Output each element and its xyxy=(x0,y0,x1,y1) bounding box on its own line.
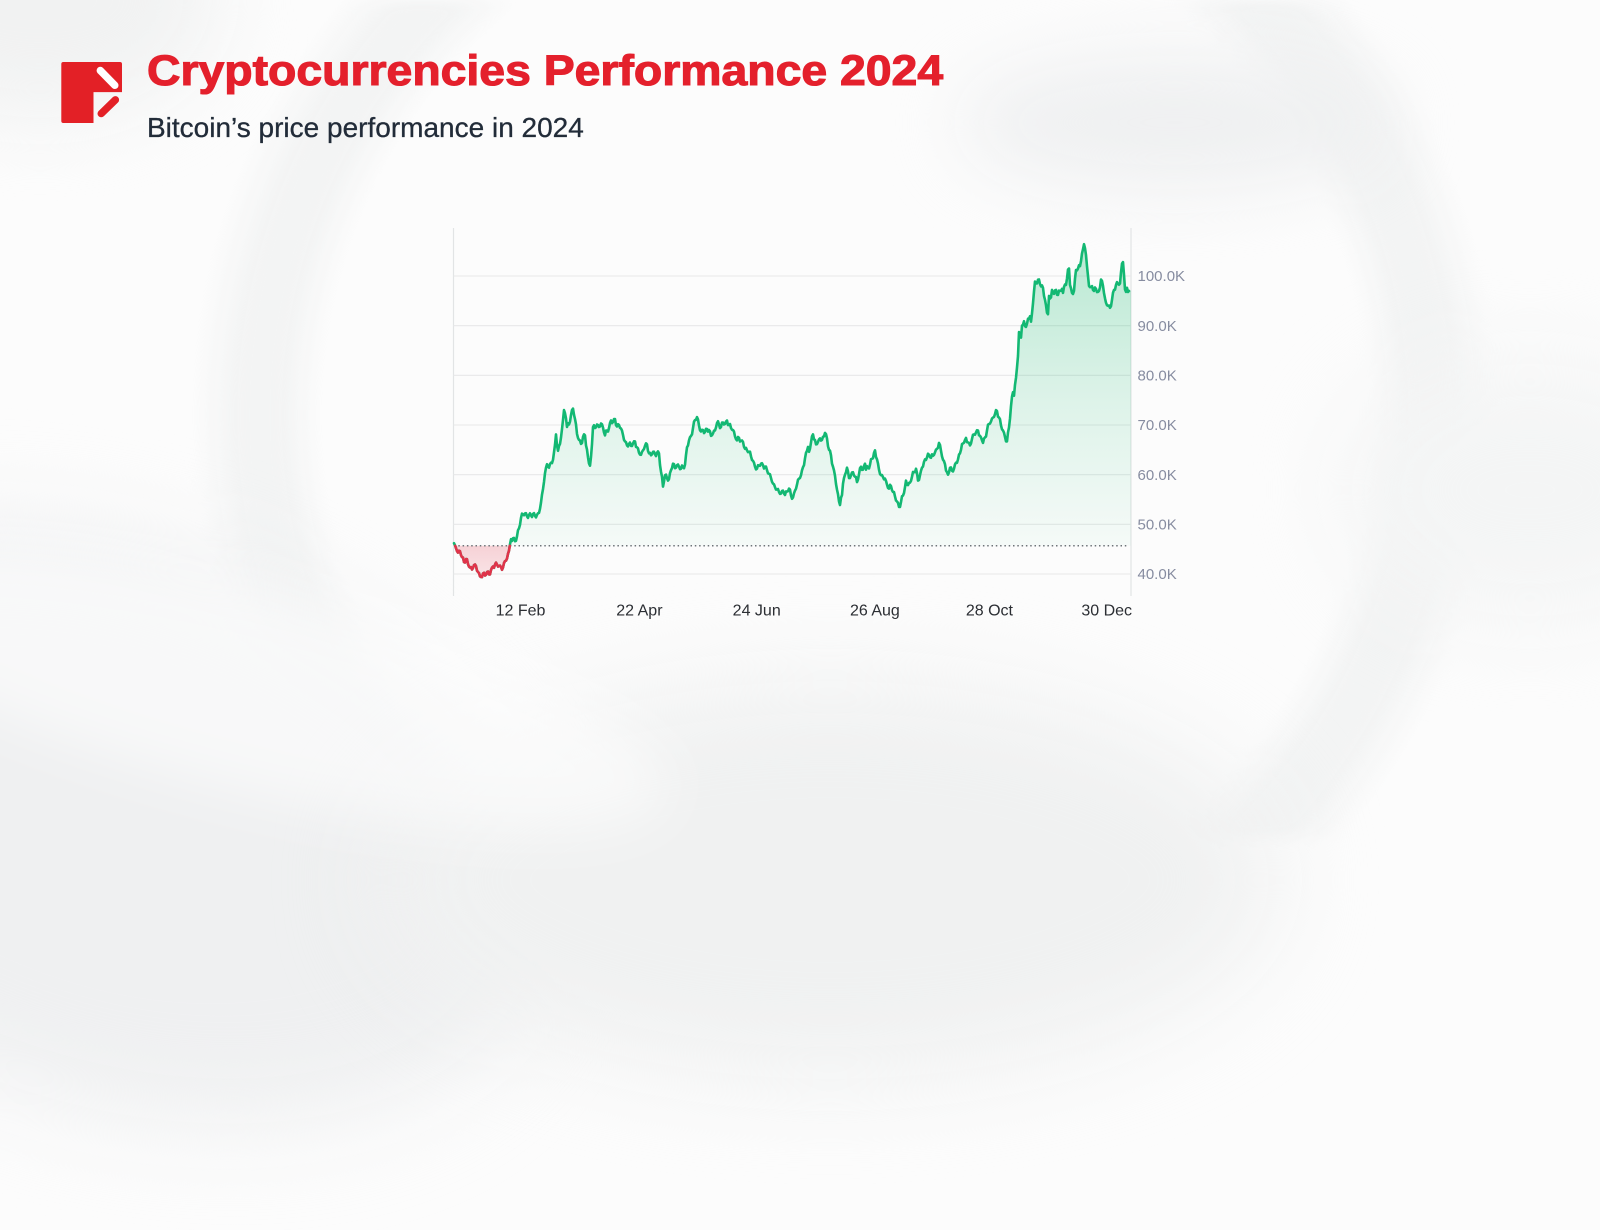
svg-text:26 Aug: 26 Aug xyxy=(850,603,900,620)
svg-text:100.0K: 100.0K xyxy=(1138,268,1186,285)
svg-text:80.0K: 80.0K xyxy=(1138,368,1177,385)
svg-text:90.0K: 90.0K xyxy=(1138,318,1177,335)
svg-text:28 Oct: 28 Oct xyxy=(966,603,1014,620)
svg-text:60.0K: 60.0K xyxy=(1138,467,1177,484)
svg-text:70.0K: 70.0K xyxy=(1138,417,1177,434)
svg-text:40.0K: 40.0K xyxy=(1138,566,1177,583)
svg-text:22 Apr: 22 Apr xyxy=(616,603,663,620)
svg-text:50.0K: 50.0K xyxy=(1138,517,1177,534)
svg-text:12 Feb: 12 Feb xyxy=(496,603,546,620)
svg-text:30 Dec: 30 Dec xyxy=(1081,603,1132,620)
svg-text:24 Jun: 24 Jun xyxy=(733,603,781,620)
